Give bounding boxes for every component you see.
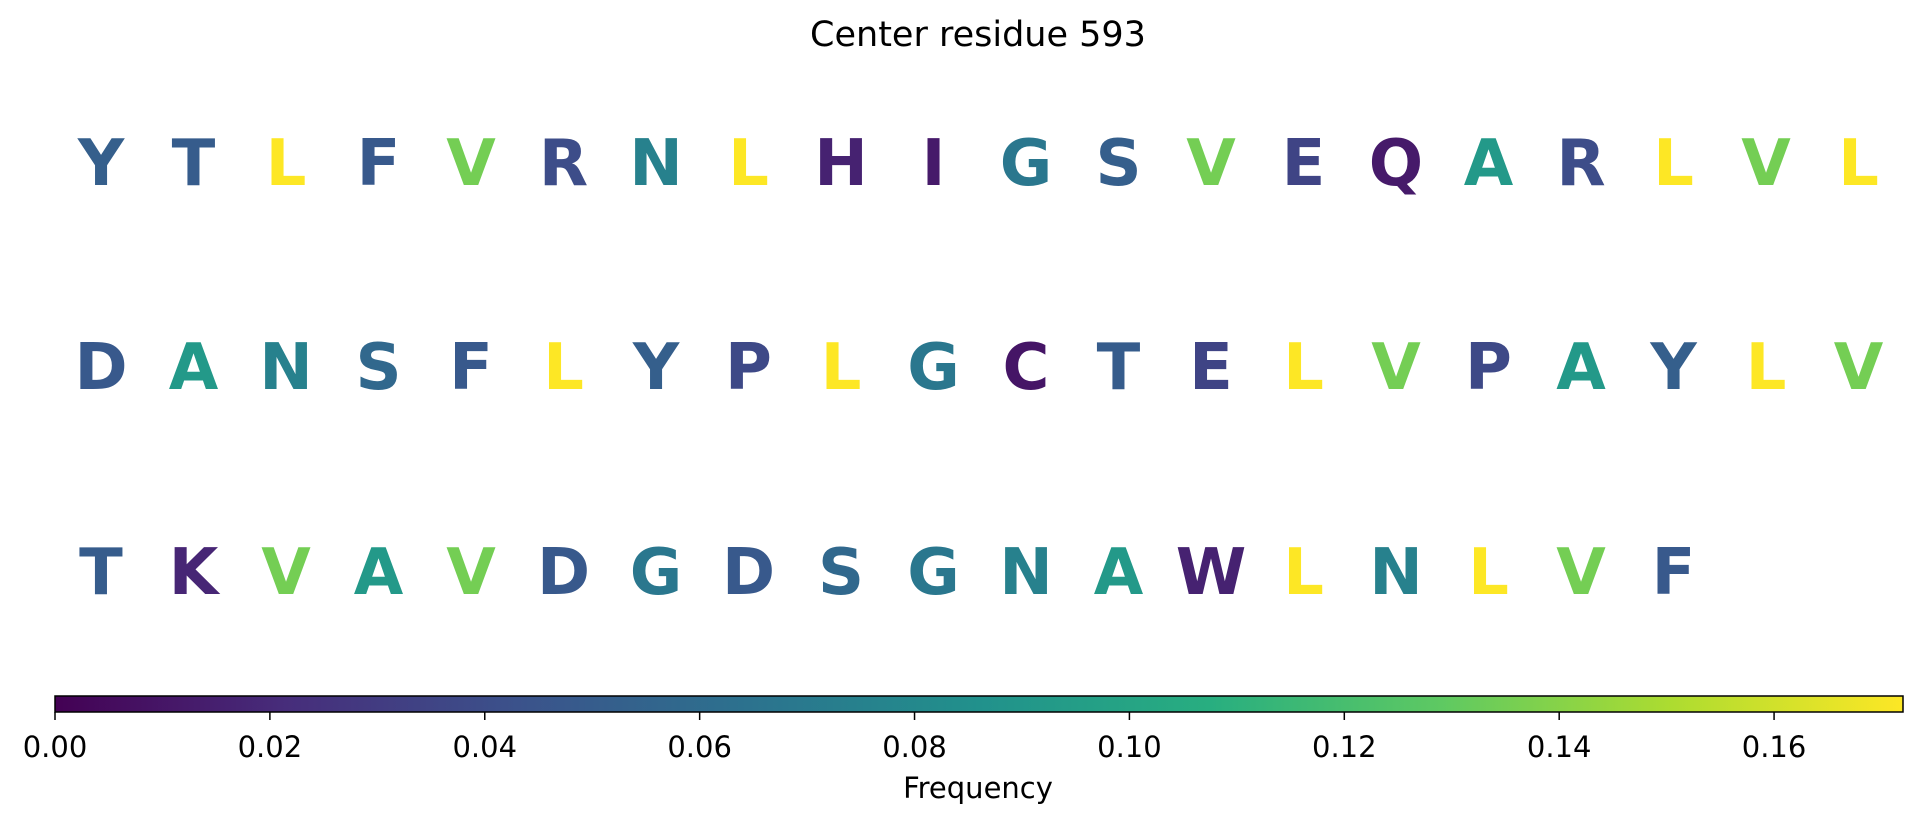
residue-letter: D	[722, 536, 775, 610]
residue-letter: A	[354, 536, 404, 610]
residue-letter: C	[1003, 331, 1050, 405]
residue-letter: S	[355, 331, 401, 405]
residue-letter: L	[821, 331, 862, 405]
residue-letter: E	[1189, 331, 1233, 405]
residue-letter: L	[543, 331, 584, 405]
residue-letter: I	[922, 127, 946, 201]
residue-letter: D	[537, 536, 590, 610]
residue-letter: F	[449, 331, 493, 405]
residue-letter: R	[539, 127, 588, 201]
residue-letter: S	[818, 536, 864, 610]
residue-letter: N	[259, 331, 313, 405]
residue-letter: K	[169, 536, 221, 610]
residue-letter: L	[1653, 127, 1694, 201]
residue-letter: V	[1741, 127, 1791, 201]
colorbar-label: Frequency	[903, 771, 1053, 805]
residue-letter: D	[74, 331, 127, 405]
residue-letter: N	[1369, 536, 1423, 610]
residue-letter: F	[357, 127, 401, 201]
residue-letter: A	[169, 331, 219, 405]
residue-letter: G	[1000, 127, 1053, 201]
residue-letter: L	[1283, 536, 1324, 610]
residue-letter: F	[1652, 536, 1696, 610]
residue-letter: N	[629, 127, 683, 201]
residue-letter: V	[1371, 331, 1421, 405]
residue-letter: G	[630, 536, 683, 610]
colorbar-tick-label: 0.10	[1097, 730, 1162, 764]
colorbar-tick-label: 0.02	[238, 730, 303, 764]
residue-letter: Y	[77, 127, 125, 201]
colorbar-tick-label: 0.00	[23, 730, 88, 764]
residue-letter: Y	[1649, 331, 1697, 405]
residue-letter: T	[79, 536, 123, 610]
residue-letter: V	[1556, 536, 1606, 610]
residue-letter: L	[1468, 536, 1509, 610]
residue-letter: V	[261, 536, 311, 610]
residue-letter: G	[907, 536, 960, 610]
colorbar-tick-label: 0.06	[667, 730, 732, 764]
residue-letter: V	[446, 127, 496, 201]
residue-letter: E	[1282, 127, 1326, 201]
residue-letter: Y	[632, 331, 680, 405]
residue-letter: N	[999, 536, 1053, 610]
residue-letter: A	[1556, 331, 1606, 405]
colorbar-tick-label: 0.04	[452, 730, 517, 764]
residue-letter: V	[1834, 331, 1884, 405]
colorbar: 0.00 0.02 0.04 0.06 0.08 0.10 0.12 0.14 0.16 Fre…	[23, 695, 1904, 805]
residue-letter: G	[907, 331, 960, 405]
residue-letter: L	[1283, 331, 1324, 405]
residue-letter: P	[1465, 331, 1512, 405]
residue-letter: V	[446, 536, 496, 610]
residue-letter: L	[1746, 331, 1787, 405]
colorbar-gradient	[54, 695, 1904, 713]
residue-letter: T	[172, 127, 216, 201]
residue-letter: A	[1464, 127, 1514, 201]
residue-letter: S	[1095, 127, 1141, 201]
residue-letter: P	[725, 331, 772, 405]
residue-letter: T	[1097, 331, 1141, 405]
residue-letter: W	[1176, 536, 1247, 610]
residue-letter: L	[1838, 127, 1879, 201]
residue-letter: A	[1094, 536, 1144, 610]
colorbar-tick-label: 0.12	[1312, 730, 1377, 764]
residue-letter: L	[266, 127, 307, 201]
residue-letter: R	[1556, 127, 1605, 201]
colorbar-tick-label: 0.08	[882, 730, 947, 764]
residue-letter: H	[814, 127, 868, 201]
colorbar-tick-label: 0.16	[1742, 730, 1807, 764]
colorbar-tick-label: 0.14	[1527, 730, 1592, 764]
residue-letter: Q	[1369, 127, 1423, 201]
residue-letter: V	[1186, 127, 1236, 201]
residue-grid: Y T L F V R N L H I G S V E Q A R L V LD A N S F L Y P L G C T E L V P A Y L V…	[74, 127, 1883, 610]
residue-letter: L	[728, 127, 769, 201]
colorbar-ticks: 0.00 0.02 0.04 0.06 0.08 0.10 0.12 0.14 0.16	[23, 712, 1807, 764]
chart-title: Center residue 593	[810, 15, 1146, 55]
